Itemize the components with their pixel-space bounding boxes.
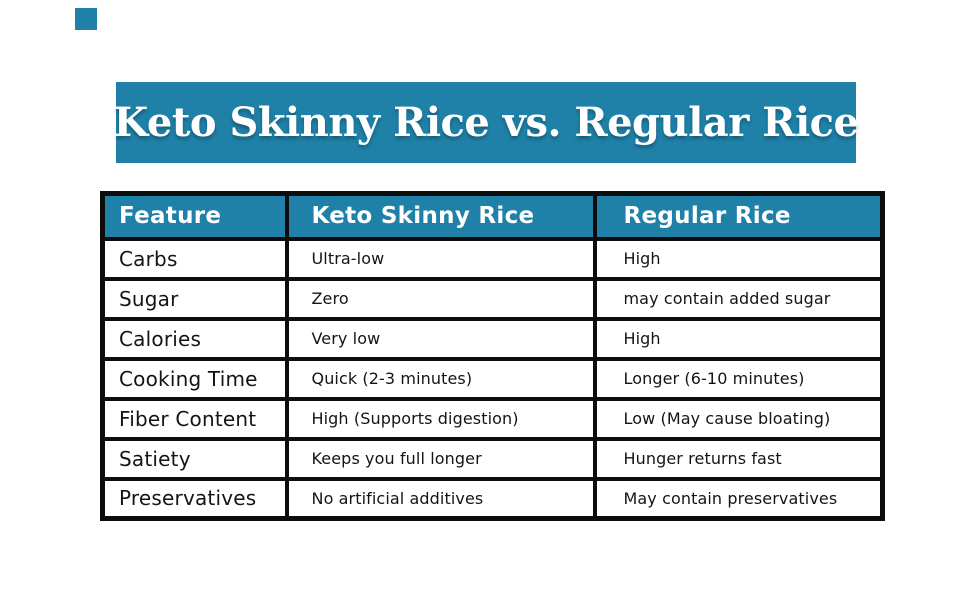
regular-value-cell: High	[592, 316, 885, 361]
feature-cell: Calories	[100, 316, 289, 361]
table-row: Carbs Ultra-low High	[100, 236, 885, 281]
keto-value-cell: Keeps you full longer	[284, 436, 597, 481]
regular-value-cell: High	[592, 236, 885, 281]
feature-cell: Preservatives	[100, 476, 289, 521]
keto-value-cell: Very low	[284, 316, 597, 361]
keto-value-cell: Zero	[284, 276, 597, 321]
feature-cell: Satiety	[100, 436, 289, 481]
title-banner: Keto Skinny Rice vs. Regular Rice	[113, 82, 859, 163]
regular-value-cell: Longer (6-10 minutes)	[592, 356, 885, 401]
table-header-row: Feature Keto Skinny Rice Regular Rice	[100, 191, 885, 241]
feature-cell: Sugar	[100, 276, 289, 321]
feature-column-header: Feature	[100, 191, 289, 241]
page-title: Keto Skinny Rice vs. Regular Rice	[113, 99, 859, 146]
feature-cell: Cooking Time	[100, 356, 289, 401]
table-row: Preservatives No artificial additives Ma…	[100, 476, 885, 521]
keto-value-cell: No artificial additives	[284, 476, 597, 521]
regular-value-cell: may contain added sugar	[592, 276, 885, 321]
regular-value-cell: Hunger returns fast	[592, 436, 885, 481]
table-row: Fiber Content High (Supports digestion) …	[100, 396, 885, 441]
keto-column-header: Keto Skinny Rice	[284, 191, 597, 241]
keto-value-cell: Quick (2-3 minutes)	[284, 356, 597, 401]
table-row: Calories Very low High	[100, 316, 885, 361]
regular-column-header: Regular Rice	[592, 191, 885, 241]
comparison-table: Feature Keto Skinny Rice Regular Rice Ca…	[100, 191, 885, 521]
regular-value-cell: May contain preservatives	[592, 476, 885, 521]
table-row: Sugar Zero may contain added sugar	[100, 276, 885, 321]
table-row: Satiety Keeps you full longer Hunger ret…	[100, 436, 885, 481]
corner-accent-square	[75, 8, 97, 30]
table-row: Cooking Time Quick (2-3 minutes) Longer …	[100, 356, 885, 401]
feature-cell: Fiber Content	[100, 396, 289, 441]
keto-value-cell: High (Supports digestion)	[284, 396, 597, 441]
keto-value-cell: Ultra-low	[284, 236, 597, 281]
feature-cell: Carbs	[100, 236, 289, 281]
regular-value-cell: Low (May cause bloating)	[592, 396, 885, 441]
